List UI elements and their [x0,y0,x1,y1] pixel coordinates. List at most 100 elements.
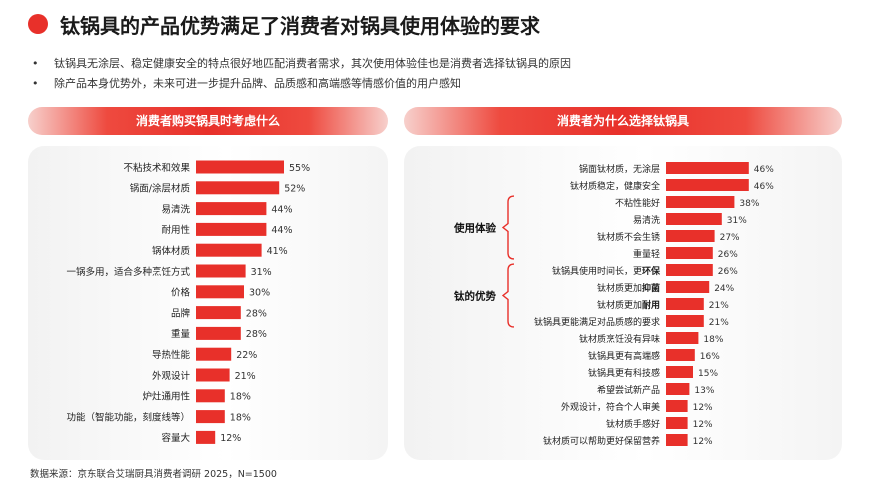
bar [666,315,704,327]
bar [666,434,688,446]
bullet-dot: • [32,77,39,90]
category-label: 钛锅具更能满足对品质感的要求 [534,316,660,328]
purchase-considerations-chart: 不粘技术和效果 55% 锅面/涂层材质 52% 易清洗 44% 耐用性 44% 锅体材质 41% 一… [66,160,310,444]
value-label: 21% [709,301,729,311]
value-label: 44% [271,204,292,215]
category-label: 锅体材质 [152,245,191,257]
bar [196,264,246,278]
value-label: 26% [718,267,738,277]
bar [666,196,735,208]
bar [666,162,749,174]
group-label: 使用体验 [453,222,496,235]
category-label: 外观设计，符合个人审美 [561,401,660,413]
bar [666,383,690,395]
bar [666,264,713,276]
value-label: 18% [230,412,251,423]
bar [666,247,713,259]
right-chart-title: 消费者为什么选择钛锅具 [404,107,842,135]
category-label: 品牌 [171,307,191,319]
right-chart-panel: 锅面钛材质，无涂层 46% 钛材质稳定，健康安全 46% 不粘性能好 38% 易清洗 31% 钛… [404,146,842,460]
group-bracket [501,195,515,260]
category-label: 重量轻 [633,248,660,260]
bar [666,298,704,310]
value-label: 28% [246,329,267,340]
bar [666,332,699,344]
category-label: 钛锅具更有科技感 [588,367,660,379]
value-label: 13% [694,386,714,396]
bullet-text: 钛锅具无涂层、稳定健康安全的特点很好地匹配消费者需求，其次使用体验佳也是消费者选… [54,57,571,70]
group-bracket [501,263,515,328]
value-label: 30% [249,288,270,299]
category-label: 钛材质更加耐用 [597,299,660,311]
value-label: 27% [720,233,740,243]
value-label: 52% [284,184,305,195]
value-label: 38% [739,199,759,209]
bar [666,230,715,242]
bar [196,389,225,403]
value-label: 31% [251,267,272,278]
bar [196,181,280,195]
bar [666,281,710,293]
bullet-dot: • [32,57,39,70]
data-source-note: 数据来源：京东联合艾瑞厨具消费者调研 2025，N=1500 [30,469,277,480]
category-label: 钛锅具使用时间长，更环保 [552,265,661,277]
value-label: 21% [709,318,729,328]
group-label: 钛的优势 [454,290,496,303]
bar [196,410,225,424]
bullet-item: • 除产品本身优势外，未来可进一步提升品牌、品质感和高端感等情感价值的用户感知 [30,74,850,94]
page-title: 钛锅具的产品优势满足了消费者对锅具使用体验的要求 [60,14,540,38]
value-label: 12% [693,403,713,413]
category-label: 锅面/涂层材质 [130,183,191,195]
value-label: 15% [698,369,718,379]
category-label: 锅面钛材质，无涂层 [579,163,660,175]
summary-bullets: • 钛锅具无涂层、稳定健康安全的特点很好地匹配消费者需求，其次使用体验佳也是消费… [30,54,850,94]
category-label: 功能（智能功能，刻度线等） [66,411,190,423]
category-label: 耐用性 [161,224,190,236]
value-label: 28% [246,308,267,319]
category-label: 易清洗 [161,203,190,215]
bar [196,160,284,174]
category-label: 钛材质不会生锈 [597,231,660,243]
bar [666,417,688,429]
category-label: 不粘技术和效果 [123,162,190,174]
value-label: 46% [754,165,774,175]
value-label: 41% [267,246,288,257]
bar [196,222,267,236]
titanium-choice-reasons-chart: 锅面钛材质，无涂层 46% 钛材质稳定，健康安全 46% 不粘性能好 38% 易清洗 31% 钛… [453,162,774,447]
category-label: 易清洗 [633,214,660,226]
value-label: 46% [754,182,774,192]
category-label: 炉灶通用性 [142,391,190,403]
category-label: 外观设计 [152,370,191,382]
bar [196,285,244,299]
bar [666,400,688,412]
category-label: 导热性能 [152,349,191,361]
value-label: 18% [230,392,251,403]
bar [196,368,230,382]
bar [196,243,262,257]
value-label: 22% [236,350,257,361]
left-chart-title: 消费者购买锅具时考虑什么 [28,107,388,135]
category-label: 钛材质可以帮助更好保留营养 [543,435,660,447]
category-label: 希望尝试新产品 [597,384,660,396]
value-label: 55% [289,163,310,174]
value-label: 44% [271,225,292,236]
category-label: 不粘性能好 [615,197,660,209]
value-label: 12% [693,420,713,430]
category-label: 钛材质手感好 [606,418,660,430]
bar [666,179,749,191]
bar [196,430,216,444]
category-label: 一锅多用，适合多种烹饪方式 [66,266,190,278]
bar [196,347,232,361]
value-label: 21% [235,371,256,382]
category-label: 钛材质烹饪没有异味 [579,333,660,345]
value-label: 18% [703,335,723,345]
category-label: 容量大 [161,432,190,444]
value-label: 12% [693,437,713,447]
category-label: 钛材质稳定，健康安全 [570,180,660,192]
category-label: 钛锅具更有高端感 [588,350,660,362]
bar [196,326,241,340]
bar [196,306,241,320]
value-label: 16% [700,352,720,362]
bullet-item: • 钛锅具无涂层、稳定健康安全的特点很好地匹配消费者需求，其次使用体验佳也是消费… [30,54,850,74]
value-label: 31% [727,216,747,226]
